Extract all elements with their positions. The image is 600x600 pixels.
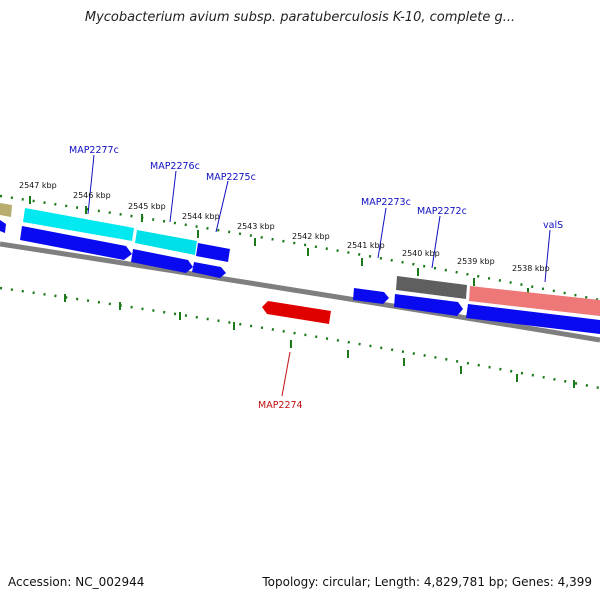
scale-label: 2538 kbp [512,264,550,273]
gene-label[interactable]: MAP2272c [417,206,467,217]
gene-label[interactable]: MAP2276c [150,161,200,172]
forward-strand-genes [0,203,600,316]
gene-arrow-3[interactable] [192,262,226,278]
gene-label[interactable]: valS [543,220,563,231]
gene-arrow-6[interactable] [466,304,600,334]
label-leaders [87,154,551,283]
gene-arrow-5[interactable] [394,294,463,316]
outer-major-ticks [29,196,529,296]
gene-arrow-4[interactable] [353,288,389,304]
scale-label: 2542 kbp [292,232,330,241]
gene-arrow-2[interactable] [131,249,193,273]
gene-label-MAP2274[interactable]: MAP2274 [258,400,303,411]
label-leader-MAP2274 [281,351,291,397]
scale-label: 2539 kbp [457,257,495,266]
gene-arrow-left-edge[interactable] [0,220,6,233]
kbp-scale-labels: 2547 kbp 2546 kbp 2545 kbp 2544 kbp 2543… [19,181,550,273]
gene-arrow-1[interactable] [20,226,132,260]
scale-label: 2546 kbp [73,191,111,200]
scale-label: 2545 kbp [128,202,166,211]
gene-feature-grey[interactable] [396,276,467,299]
gene-feature-blue-top[interactable] [196,243,230,262]
gene-label[interactable]: MAP2275c [206,172,256,183]
scale-label: 2544 kbp [182,212,220,221]
gene-feature-cyan-1[interactable] [23,208,134,241]
gene-label[interactable]: MAP2273c [361,197,411,208]
scale-label: 2547 kbp [19,181,57,190]
accession-text: Accession: NC_002944 [8,575,145,589]
gene-label[interactable]: MAP2277c [69,145,119,156]
gene-feature-pink[interactable] [469,286,600,316]
inner-major-ticks [64,294,575,388]
gene-feature-khaki[interactable] [0,203,12,217]
map-title: Mycobacterium avium subsp. paratuberculo… [84,10,516,25]
gene-labels: MAP2277c MAP2276c MAP2275c MAP2273c MAP2… [69,145,563,411]
scale-label: 2541 kbp [347,241,385,250]
gene-feature-cyan-2[interactable] [135,230,197,255]
genome-info-text: Topology: circular; Length: 4,829,781 bp… [262,575,592,589]
scale-label: 2543 kbp [237,222,275,231]
scale-label: 2540 kbp [402,249,440,258]
gene-MAP2274[interactable] [262,301,331,324]
genome-backbone [0,241,600,343]
strand-genes-2 [0,220,600,334]
